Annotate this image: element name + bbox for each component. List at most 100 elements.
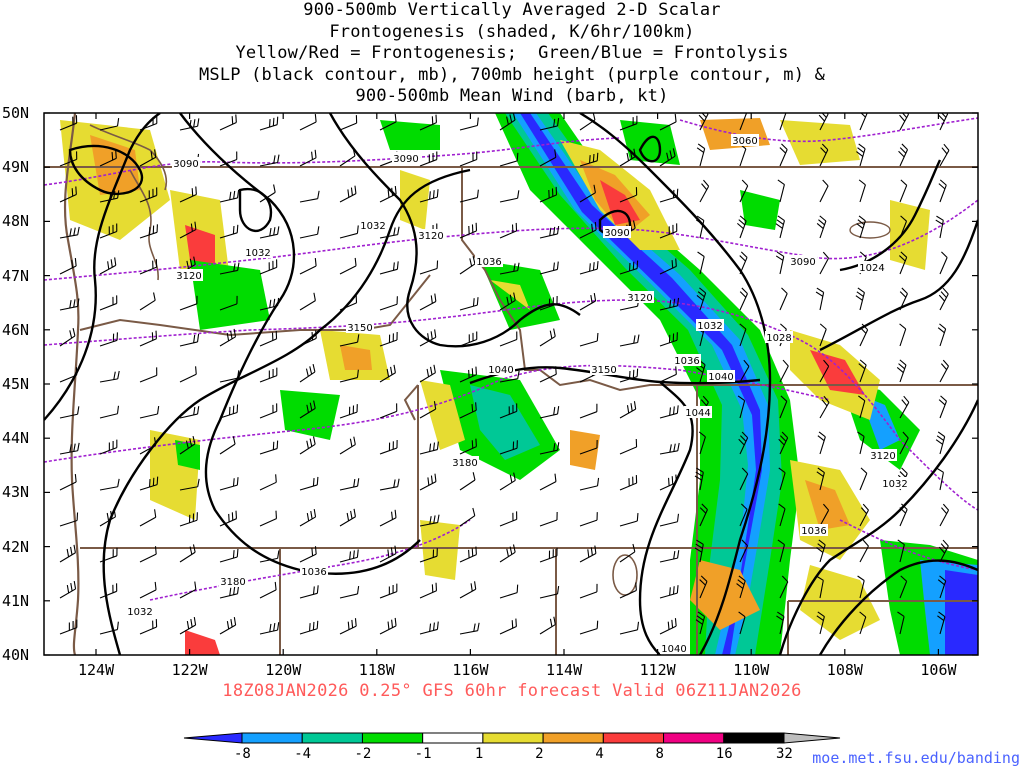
wind-barb [898,251,908,275]
height-label: 3090 [604,228,629,239]
wind-barb [816,539,826,563]
wind-barb [939,143,950,167]
wind-barb [897,539,905,563]
wind-barb [737,395,746,419]
wind-barb [779,359,789,383]
wind-barb [938,539,949,563]
wind-barb [419,329,437,347]
wind-barb [539,473,557,491]
wind-barb [539,328,556,347]
colorbar-segment [361,732,424,744]
wind-barb [339,508,356,527]
wind-barb [937,611,946,635]
wind-barb [859,113,868,131]
wind-barb [499,472,516,491]
height-label-bg [175,269,203,281]
wind-barb [499,370,520,383]
wind-barb [59,226,80,239]
wind-barb [299,620,319,635]
mslp-contours [44,113,978,655]
wind-barb [896,359,907,383]
wind-barb [59,406,80,419]
lon-label: 112W [639,661,676,679]
wind-barb [659,188,679,203]
colorbar-segment [301,732,363,744]
wind-barb [139,187,158,203]
wind-barb [739,251,748,275]
wind-barb [695,215,705,239]
wind-barb [859,323,869,347]
wind-barb [339,294,358,311]
wind-barb [775,215,785,239]
lon-label: 106W [920,661,957,679]
wind-barb [778,503,786,527]
mslp-label: 1040 [488,365,513,376]
wind-barb [539,585,560,599]
wind-barb [777,539,785,563]
wind-barb [859,539,869,563]
wind-barb [619,475,638,491]
wind-barb [499,618,517,635]
wind-barb [339,549,359,563]
lat-label: 45N [2,375,30,393]
wind-barb [419,401,437,419]
mslp-label-bg [673,354,701,366]
wind-barb [898,143,909,167]
wind-barb [819,395,830,419]
lon-label: 108W [826,661,863,679]
mslp-label-bg [684,406,712,418]
wind-barb [99,583,118,599]
wind-barb [739,323,747,347]
height-label-bg [451,456,479,468]
wind-barb [499,190,520,203]
lat-label: 50N [2,104,30,122]
wind-barb [539,511,558,527]
mslp-label: 1036 [801,526,826,537]
height-label-bg [219,575,247,587]
wind-barb [419,473,437,491]
mslp-label: 1028 [766,333,791,344]
wind-barb [219,477,239,491]
wind-barb [938,395,948,419]
wind-barb [219,328,237,347]
wind-barb [539,117,560,131]
wind-barb [859,503,869,527]
wind-barb [339,115,358,131]
wind-barb [739,539,749,563]
wind-barb [299,113,317,131]
wind-barb [816,611,825,635]
mslp-label-bg [487,363,515,375]
mslp-label: 1024 [859,263,884,274]
wind-barb [659,223,678,239]
wind-barb [459,256,476,275]
wind-barb [219,436,236,455]
wind-barb [815,287,825,311]
wind-barb [539,225,560,239]
height-contour-labels: 3090 3090 3120 3060 3090 3090 3120 3120 3150 3150… [172,134,897,588]
wind-barb [379,439,398,455]
colorbar-label: 16 [715,746,733,762]
wind-barb [539,149,557,167]
wind-barb [739,179,749,203]
wind-barb [619,187,638,203]
wind-barb [818,113,829,131]
source-url-link[interactable]: moe.met.fsu.edu/banding [812,749,1020,767]
height-contours-700mb [44,117,978,601]
wind-barb [139,581,157,599]
wind-barb [339,257,357,275]
wind-barb [219,151,238,167]
mslp-label: 1040 [708,372,733,383]
height-label: 3120 [418,231,443,242]
mslp-label: 1036 [301,567,326,578]
wind-barb [539,442,560,455]
height-label: 3150 [347,323,372,334]
wind-barb [179,406,200,419]
wind-barb [699,503,708,527]
wind-barb [419,189,439,203]
wind-barb [219,224,239,239]
wind-barb [219,585,240,599]
wind-barb [619,621,640,635]
wind-barb [179,435,196,455]
wind-barb [779,395,788,419]
wind-barb [779,143,788,167]
